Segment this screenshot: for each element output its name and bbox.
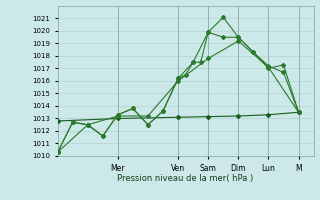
X-axis label: Pression niveau de la mer( hPa ): Pression niveau de la mer( hPa ) [117,174,254,183]
